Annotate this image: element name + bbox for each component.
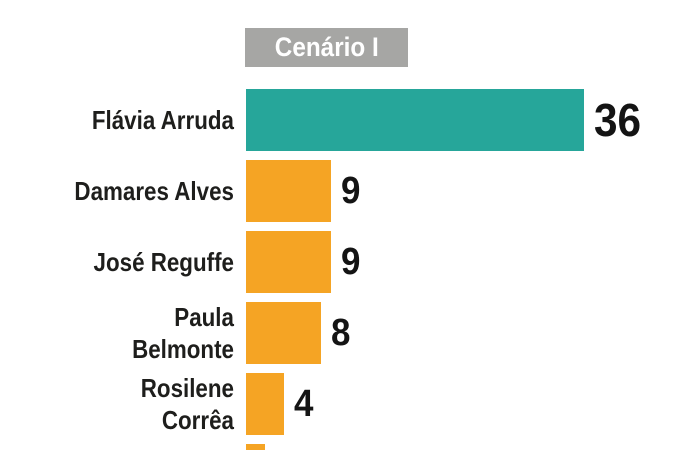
bar-row: Rosilene Corrêa 4 xyxy=(0,373,675,435)
bar-row: Paula Belmonte 8 xyxy=(0,302,675,364)
bar-label: Damares Alves xyxy=(74,176,234,206)
bar xyxy=(246,231,331,293)
bar-row: Flávia Arruda 36 xyxy=(0,89,675,151)
bar-label: Flávia Arruda xyxy=(91,105,234,135)
bar xyxy=(246,302,321,364)
bar-label: José Reguffe xyxy=(93,247,234,277)
bar-row xyxy=(0,444,675,450)
scenario-header-badge: Cenário I xyxy=(245,28,408,67)
scenario-title: Cenário I xyxy=(274,32,379,62)
bar-value: 8 xyxy=(331,311,351,354)
bar xyxy=(246,444,265,450)
bar-label: Paula Belmonte xyxy=(132,302,234,364)
bar-value: 9 xyxy=(341,169,361,212)
bar xyxy=(246,160,331,222)
bar-value: 9 xyxy=(341,240,361,283)
bar-row: Damares Alves 9 xyxy=(0,160,675,222)
bar-value: 4 xyxy=(294,382,314,425)
bar-rows-container: Flávia Arruda 36 Damares Alves 9 José Re… xyxy=(0,89,675,450)
bar xyxy=(246,89,584,151)
bar-row: José Reguffe 9 xyxy=(0,231,675,293)
bar-label: Rosilene Corrêa xyxy=(140,373,234,435)
bar xyxy=(246,373,284,435)
bar-value: 36 xyxy=(594,94,642,146)
